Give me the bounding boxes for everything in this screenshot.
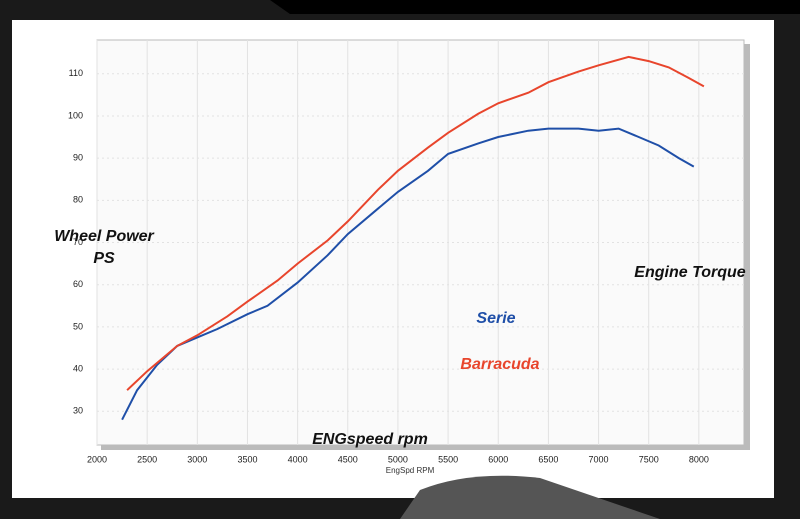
x-label: EngSpd RPM xyxy=(386,466,435,475)
y-tick-label: 80 xyxy=(73,195,83,205)
y-tick-label: 100 xyxy=(68,110,83,120)
x-tick-label: 6500 xyxy=(538,454,558,464)
x-tick-label: 2500 xyxy=(137,454,157,464)
x-tick-label: 2000 xyxy=(87,454,107,464)
y-tick-label: 90 xyxy=(73,153,83,163)
x-tick-label: 4500 xyxy=(338,454,358,464)
x-tick-label: 3000 xyxy=(187,454,207,464)
y-label: Wheel Power xyxy=(54,228,154,245)
x-tick-label: 7000 xyxy=(589,454,609,464)
page: {"chart_data": {"type": "line", "ylabel"… xyxy=(0,0,800,519)
legend-entry: Serie xyxy=(476,310,515,327)
y-label: PS xyxy=(93,250,115,267)
y-tick-label: 110 xyxy=(69,68,83,78)
x-tick-label: 5500 xyxy=(438,454,458,464)
y-tick-label: 40 xyxy=(73,363,83,373)
annotation: ENGspeed rpm xyxy=(312,431,428,448)
x-tick-label: 4000 xyxy=(288,454,308,464)
y-tick-label: 30 xyxy=(73,406,83,416)
y-tick-label: 50 xyxy=(73,321,83,331)
x-tick-label: 5000 xyxy=(388,454,408,464)
plot-area xyxy=(97,40,744,445)
plot-shadow xyxy=(744,44,750,449)
y-tick-label: 60 xyxy=(73,279,83,289)
x-tick-label: 8000 xyxy=(689,454,709,464)
legend-entry: Barracuda xyxy=(460,356,539,373)
x-tick-label: 3500 xyxy=(237,454,257,464)
annotation: Engine Torque xyxy=(634,264,746,281)
x-tick-label: 6000 xyxy=(488,454,508,464)
chart: 2000 2500 3000 3500 4000 4500 5000 5500 6000 6500… xyxy=(0,0,800,519)
x-tick-label: 7500 xyxy=(639,454,659,464)
